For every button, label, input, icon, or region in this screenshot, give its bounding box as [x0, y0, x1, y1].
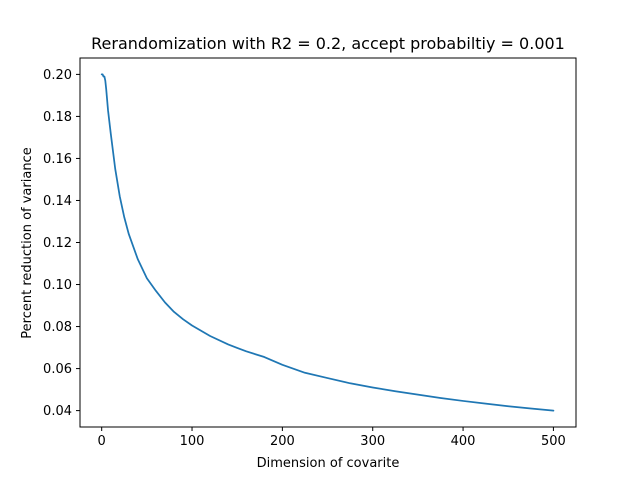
x-axis: 0 100 200 300 400 500 [98, 427, 566, 449]
y-tick-label: 0.14 [43, 194, 72, 209]
x-axis-label: Dimension of covarite [257, 456, 400, 471]
y-tick-label: 0.18 [43, 110, 72, 125]
x-tick-label: 500 [541, 434, 566, 449]
y-tick-label: 0.10 [43, 278, 72, 293]
y-tick-label: 0.06 [43, 362, 72, 377]
x-tick-label: 300 [360, 434, 385, 449]
y-tick-label: 0.04 [43, 404, 72, 419]
chart-title: Rerandomization with R2 = 0.2, accept pr… [91, 34, 565, 53]
x-tick-label: 200 [270, 434, 295, 449]
y-tick-label: 0.20 [43, 68, 72, 83]
x-tick-label: 400 [451, 434, 476, 449]
y-axis: 0.04 0.06 0.08 0.10 0.12 0.14 0.16 0.18 0.20 [43, 68, 80, 419]
axes-frame [79, 57, 577, 428]
series-line-0 [100, 73, 555, 412]
x-tick-label: 100 [180, 434, 205, 449]
y-tick-label: 0.16 [43, 152, 72, 167]
y-axis-label: Percent reduction of variance [20, 147, 35, 338]
y-tick-label: 0.12 [43, 236, 72, 251]
plot-area [100, 73, 555, 412]
y-tick-label: 0.08 [43, 320, 72, 335]
x-tick-label: 0 [98, 434, 106, 449]
